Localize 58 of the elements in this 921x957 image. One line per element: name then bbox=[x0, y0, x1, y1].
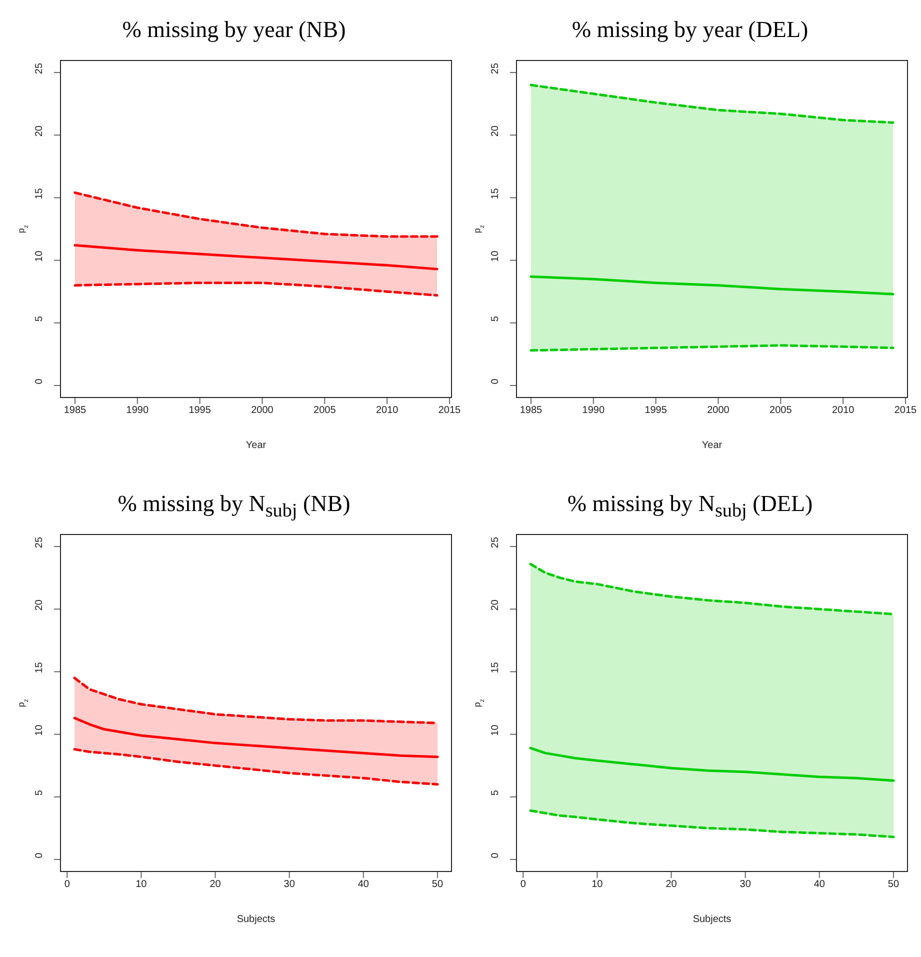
x-tick-label: 10 bbox=[136, 879, 148, 890]
y-tick-label: 20 bbox=[490, 599, 501, 611]
y-tick-label: 25 bbox=[490, 62, 501, 74]
y-tick-label: 20 bbox=[490, 125, 501, 137]
y-tick-label: 0 bbox=[490, 852, 501, 858]
x-tick-label: 2010 bbox=[832, 405, 855, 416]
y-tick-label: 25 bbox=[34, 536, 45, 548]
x-axis-title: Year bbox=[702, 440, 723, 451]
y-tick-label: 5 bbox=[490, 316, 501, 322]
x-tick-label: 1990 bbox=[582, 405, 605, 416]
x-tick-label: 2015 bbox=[438, 405, 462, 416]
y-tick-label: 15 bbox=[490, 188, 501, 200]
y-tick-label: 0 bbox=[490, 378, 501, 384]
chart-title: % missing by year (DEL) bbox=[570, 16, 810, 44]
y-tick-label: 10 bbox=[34, 250, 45, 262]
x-tick-label: 1990 bbox=[126, 405, 149, 416]
x-tick-label: 30 bbox=[740, 879, 752, 890]
y-tick-label: 15 bbox=[34, 188, 45, 200]
y-tick-label: 10 bbox=[34, 724, 45, 736]
x-tick-label: 1985 bbox=[64, 405, 87, 416]
y-tick-label: 10 bbox=[490, 250, 501, 262]
y-tick-label: 15 bbox=[34, 662, 45, 674]
x-tick-label: 1995 bbox=[188, 405, 212, 416]
x-tick-label: 0 bbox=[64, 879, 70, 890]
x-axis-title: Subjects bbox=[236, 914, 276, 925]
x-tick-label: 2015 bbox=[894, 405, 918, 416]
y-tick-label: 5 bbox=[490, 790, 501, 796]
x-tick-label: 2000 bbox=[707, 405, 730, 416]
chart-title: % missing by year (NB) bbox=[121, 16, 347, 44]
x-tick-label: 50 bbox=[888, 879, 900, 890]
x-tick-label: 30 bbox=[284, 879, 296, 890]
y-tick-label: 25 bbox=[490, 536, 501, 548]
x-tick-label: 40 bbox=[358, 879, 370, 890]
y-tick-label: 25 bbox=[34, 62, 45, 74]
x-tick-label: 20 bbox=[666, 879, 678, 890]
x-tick-label: 2000 bbox=[251, 405, 274, 416]
x-tick-label: 1985 bbox=[520, 405, 543, 416]
x-tick-label: 2005 bbox=[770, 405, 792, 416]
y-tick-label: 15 bbox=[490, 662, 501, 674]
y-tick-label: 20 bbox=[34, 599, 45, 611]
x-tick-label: 1995 bbox=[644, 405, 668, 416]
y-tick-label: 0 bbox=[34, 852, 45, 858]
x-tick-label: 40 bbox=[814, 879, 826, 890]
chart-title: % missing by N$_{subj}$ (NB) bbox=[116, 490, 352, 524]
x-tick-label: 2005 bbox=[314, 405, 336, 416]
x-tick-label: 10 bbox=[592, 879, 604, 890]
y-tick-label: 5 bbox=[34, 316, 45, 322]
y-tick-label: 0 bbox=[34, 378, 45, 384]
y-tick-label: 20 bbox=[34, 125, 45, 137]
y-tick-label: 10 bbox=[490, 724, 501, 736]
x-axis-title: Subjects bbox=[692, 914, 732, 925]
y-tick-label: 5 bbox=[34, 790, 45, 796]
x-axis-title: Year bbox=[246, 440, 267, 451]
x-tick-label: 50 bbox=[432, 879, 444, 890]
x-tick-label: 20 bbox=[210, 879, 222, 890]
chart-title: % missing by N$_{subj}$ (DEL) bbox=[566, 490, 814, 524]
x-tick-label: 2010 bbox=[376, 405, 399, 416]
x-tick-label: 0 bbox=[520, 879, 526, 890]
